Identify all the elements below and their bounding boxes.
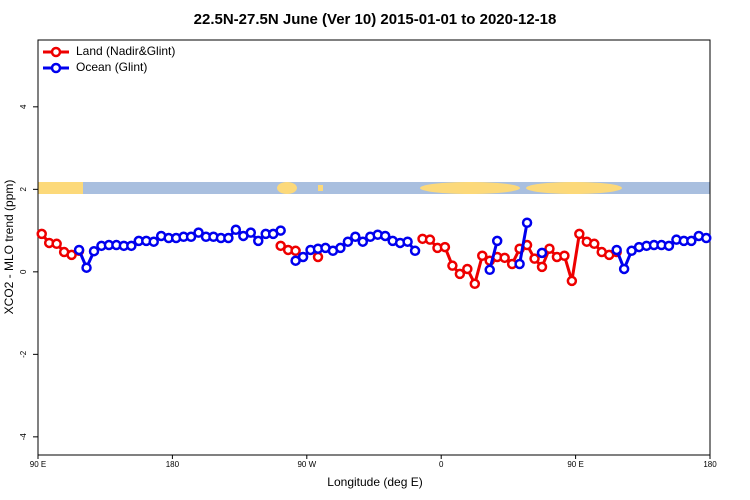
- data-point: [73, 244, 85, 256]
- data-point: [253, 235, 264, 247]
- data-point: [342, 236, 354, 247]
- y-tick-label: 4: [19, 104, 28, 109]
- data-point: [701, 232, 712, 244]
- x-axis-label: Longitude (deg E): [327, 475, 422, 489]
- legend-label: Ocean (Glint): [76, 60, 147, 74]
- x-tick-label: 90 E: [30, 460, 46, 469]
- y-axis-label: XCO2 - MLO trend (ppm): [2, 180, 16, 315]
- data-point: [544, 243, 555, 254]
- data-point: [574, 228, 585, 240]
- data-point: [462, 263, 473, 275]
- x-tick-label: 180: [166, 460, 180, 469]
- data-point: [521, 217, 533, 228]
- data-point: [66, 249, 77, 261]
- land-band: [420, 182, 520, 194]
- data-point: [51, 238, 62, 250]
- data-point: [81, 262, 92, 273]
- data-point: [514, 258, 525, 270]
- legend-marker: [50, 46, 62, 58]
- land-ocean-strip: [38, 182, 710, 194]
- plot-frame: [37, 39, 711, 456]
- land-band: [277, 182, 297, 194]
- y-tick-label: -4: [19, 433, 28, 441]
- data-point: [290, 245, 301, 257]
- chart-title: 22.5N-27.5N June (Ver 10) 2015-01-01 to …: [194, 11, 557, 28]
- data-point: [447, 260, 458, 271]
- data-point: [424, 234, 436, 245]
- data-point: [88, 245, 100, 257]
- data-point: [379, 230, 391, 242]
- x-tick-label: 90 E: [567, 460, 583, 469]
- data-point: [245, 227, 257, 238]
- data-point: [148, 236, 159, 247]
- data-point: [589, 238, 600, 250]
- legend-label: Land (Nadir&Glint): [76, 44, 175, 58]
- data-point: [126, 240, 137, 252]
- data-point: [536, 261, 548, 273]
- y-tick-label: -2: [19, 350, 28, 358]
- data-point: [185, 231, 197, 243]
- data-point: [297, 251, 309, 263]
- data-point: [36, 228, 47, 240]
- data-point: [663, 240, 675, 252]
- data-point: [477, 250, 488, 262]
- land-band: [318, 185, 323, 191]
- data-point: [618, 263, 630, 275]
- data-point: [357, 236, 369, 247]
- data-point: [275, 225, 286, 236]
- data-point: [491, 235, 503, 247]
- land-band: [38, 182, 83, 194]
- x-tick-label: 180: [703, 460, 717, 469]
- data-point: [409, 245, 421, 257]
- data-point: [611, 244, 622, 256]
- data-point: [193, 227, 204, 238]
- data-point: [499, 252, 510, 264]
- data-point: [230, 224, 242, 236]
- data-point: [686, 235, 697, 247]
- data-point: [312, 251, 324, 263]
- data-point: [469, 278, 481, 290]
- data-point: [335, 242, 346, 254]
- data-point: [223, 232, 234, 244]
- land-band: [526, 182, 622, 194]
- data-point: [484, 264, 495, 276]
- data-point: [275, 240, 286, 252]
- data-point: [454, 268, 466, 280]
- data-point: [402, 236, 413, 247]
- y-tick-label: 0: [19, 269, 28, 274]
- y-tick-label: 2: [19, 187, 28, 192]
- x-tick-label: 90 W: [297, 460, 316, 469]
- data-point: [350, 231, 361, 243]
- data-point: [536, 247, 548, 259]
- data-point: [559, 250, 570, 262]
- x-tick-label: 0: [439, 460, 444, 469]
- data-point: [529, 253, 540, 264]
- data-point: [439, 241, 451, 253]
- legend-marker: [50, 62, 62, 74]
- data-point: [566, 275, 578, 287]
- series-line: [77, 222, 707, 273]
